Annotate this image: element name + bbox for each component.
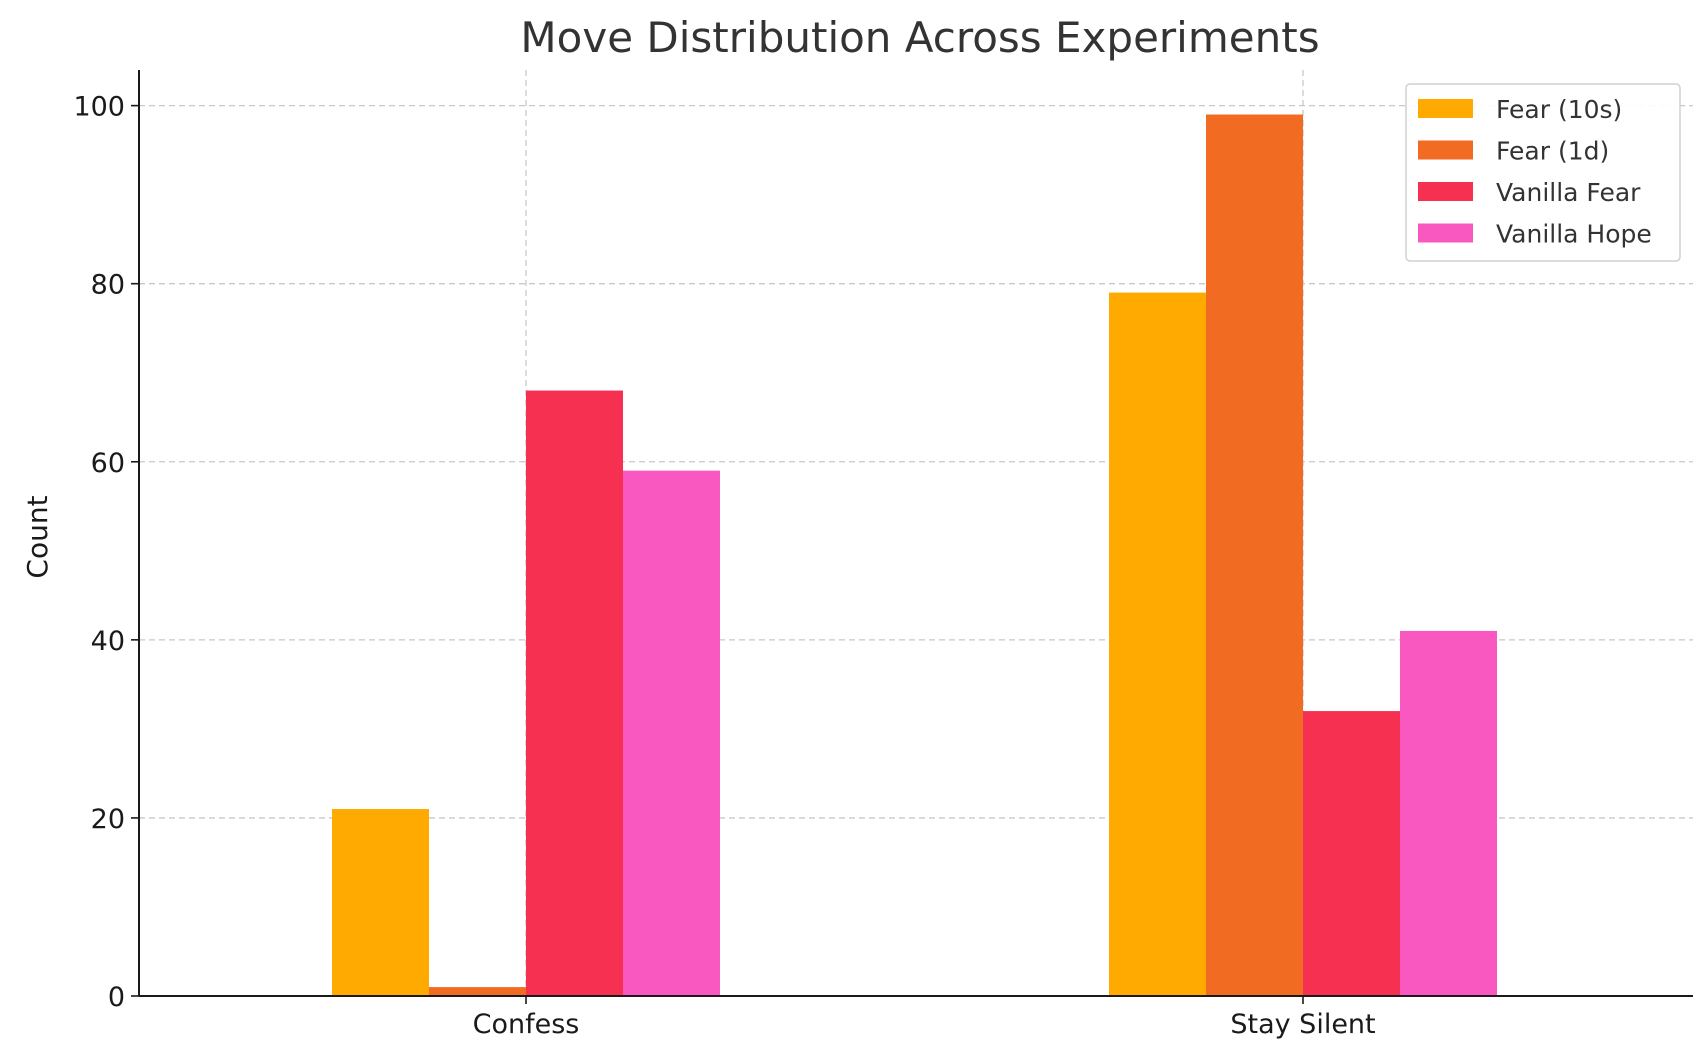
bar-1-1 <box>332 809 429 996</box>
bar-3-1 <box>526 390 623 996</box>
legend-label: Fear (1d) <box>1496 137 1609 166</box>
legend: Fear (10s) Fear (1d) Vanilla Fear Vanilla H… <box>1405 83 1681 262</box>
x-tick-label: Stay Silent <box>1230 1009 1375 1040</box>
bar-4-1 <box>623 470 720 996</box>
axes <box>131 70 1693 1004</box>
bar-1-2 <box>1109 292 1206 996</box>
chart-title: Move Distribution Across Experiments <box>520 13 1319 62</box>
y-tick-label: 40 <box>91 626 125 657</box>
bar-4-2 <box>1400 630 1497 996</box>
legend-swatch <box>1418 223 1473 243</box>
legend-swatch <box>1418 140 1473 160</box>
y-tick-label: 20 <box>91 804 125 835</box>
bar-3-2 <box>1303 711 1400 996</box>
y-axis-label: Count <box>21 495 54 578</box>
y-tick-label: 80 <box>91 270 125 301</box>
legend-label: Vanilla Fear <box>1496 178 1641 207</box>
y-tick-label: 60 <box>91 448 125 479</box>
legend-box <box>1405 83 1681 262</box>
x-tick-label: Confess <box>473 1009 580 1040</box>
y-tick-label: 100 <box>73 92 125 123</box>
legend-swatch <box>1418 182 1473 201</box>
legend-label: Fear (10s) <box>1496 95 1622 124</box>
legend-swatch <box>1418 99 1473 118</box>
bar-2-2 <box>1206 114 1303 997</box>
tick-labels: 0 20 40 60 80 100 Confess Stay Silent <box>73 92 1375 1040</box>
legend-label: Vanilla Hope <box>1496 220 1652 249</box>
bar-2-1 <box>429 987 526 996</box>
bars <box>332 114 1497 997</box>
y-tick-label: 0 <box>108 982 125 1013</box>
